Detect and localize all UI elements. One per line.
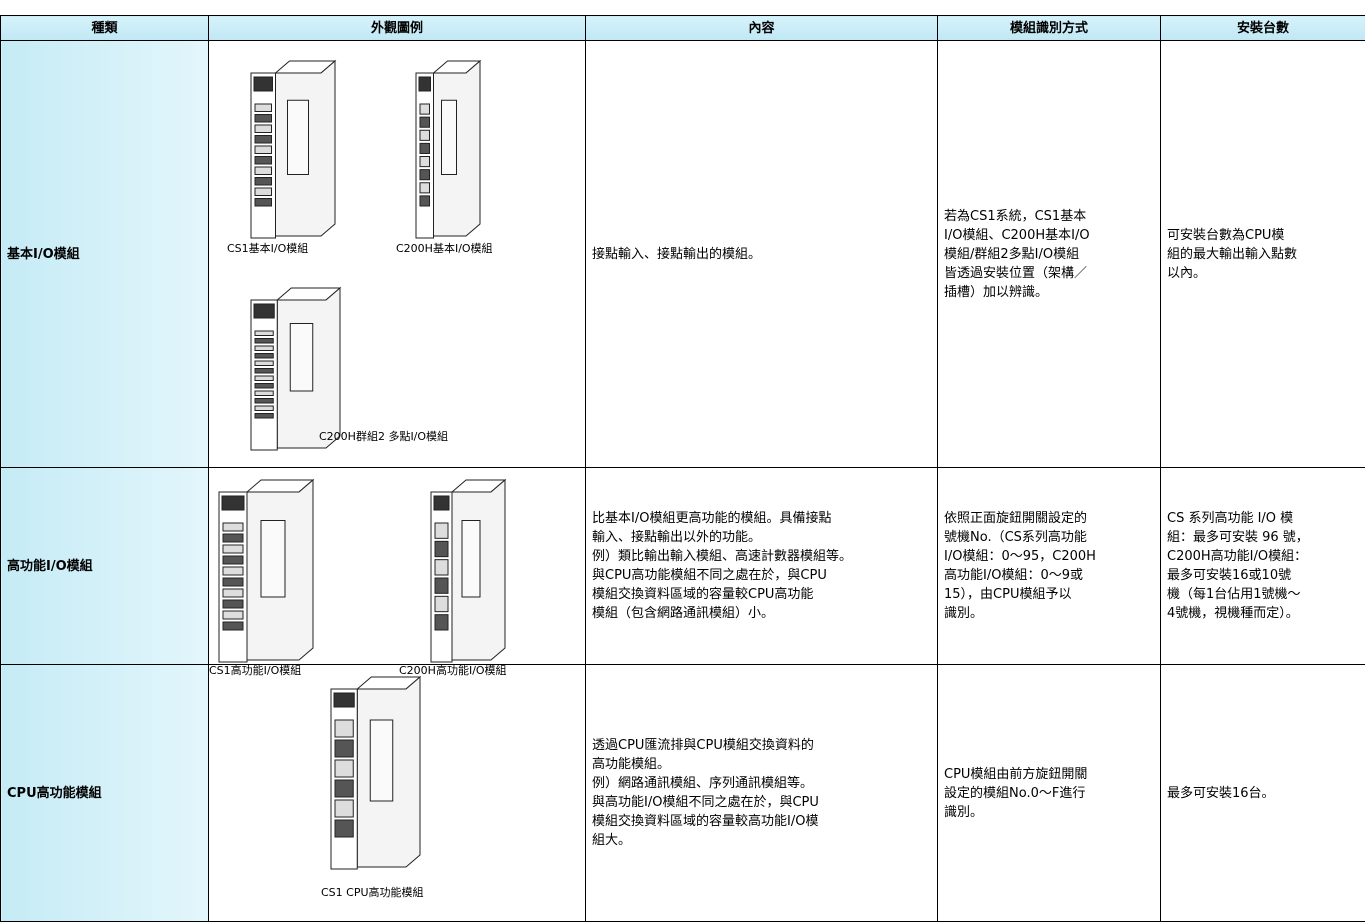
header-cell: 安裝台數	[1161, 16, 1365, 41]
header-cell: 內容	[586, 16, 938, 41]
text-line: 依照正面旋鈕開關設定的	[944, 509, 1154, 528]
count-cell: 最多可安裝16台。	[1161, 665, 1365, 922]
text-line: 例）類比輸出輸入模組、高速計數器模組等。	[592, 547, 931, 566]
category-cell: 高功能I/O模組	[1, 468, 209, 665]
text-line: 識別。	[944, 803, 1154, 822]
text-line: 輸入、接點輸出以外的功能。	[592, 528, 931, 547]
content-cell: 接點輸入、接點輸出的模組。	[586, 41, 938, 468]
content-cell: 比基本I/O模組更高功能的模組。具備接點輸入、接點輸出以外的功能。例）類比輸出輸…	[586, 468, 938, 665]
count-cell: 可安裝台數為CPU模組的最大輸出輸入點數以內。	[1161, 41, 1365, 468]
table-row: 基本I/O模組 CS1基本I/O模組 C200H基本I/O模組 C200H群組2 多點…	[1, 41, 1365, 468]
module-table-wrap: 種類外觀圖例內容模組識別方式安裝台數 基本I/O模組 CS1基本I/O模組 C200…	[0, 15, 1365, 921]
text-line: 可安裝台數為CPU模	[1167, 226, 1359, 245]
text-line: 組：最多可安裝 96 號，	[1167, 528, 1359, 547]
text-line: 與高功能I/O模組不同之處在於，與CPU	[592, 793, 931, 812]
text-line: 高功能模組。	[592, 755, 931, 774]
text-line: 模組交換資料區域的容量較CPU高功能	[592, 585, 931, 604]
content-cell: 透過CPU匯流排與CPU模組交換資料的高功能模組。例）網路通訊模組、序列通訊模組…	[586, 665, 938, 922]
figure-caption: C200H群組2 多點I/O模組	[319, 427, 448, 446]
text-line: 機（每1台佔用1號機～	[1167, 585, 1359, 604]
text-line: 接點輸入、接點輸出的模組。	[592, 245, 931, 264]
table-body: 基本I/O模組 CS1基本I/O模組 C200H基本I/O模組 C200H群組2 多點…	[1, 41, 1365, 922]
text-line: CS 系列高功能 I/O 模	[1167, 509, 1359, 528]
text-line: CPU模組由前方旋鈕開關	[944, 765, 1154, 784]
text-line: 組的最大輸出輸入點數	[1167, 245, 1359, 264]
text-line: 模組/群組2多點I/O模組	[944, 245, 1154, 264]
text-line: 以內。	[1167, 264, 1359, 283]
text-line: 例）網路通訊模組、序列通訊模組等。	[592, 774, 931, 793]
figure	[429, 478, 509, 674]
count-cell: CS 系列高功能 I/O 模組：最多可安裝 96 號，C200H高功能I/O模組…	[1161, 468, 1365, 665]
module-table: 種類外觀圖例內容模組識別方式安裝台數 基本I/O模組 CS1基本I/O模組 C200…	[0, 15, 1365, 922]
category-cell: CPU高功能模組	[1, 665, 209, 922]
text-line: 最多可安裝16或10號	[1167, 566, 1359, 585]
figure	[414, 59, 484, 250]
figure-caption: C200H基本I/O模組	[396, 239, 493, 258]
module-illustration	[217, 478, 317, 668]
figure-caption: CS1基本I/O模組	[227, 239, 308, 258]
header-cell: 種類	[1, 16, 209, 41]
text-line: 插槽）加以辨識。	[944, 283, 1154, 302]
text-line: 皆透過安裝位置（架構／	[944, 264, 1154, 283]
text-line: 比基本I/O模組更高功能的模組。具備接點	[592, 509, 931, 528]
text-line: I/O模組：0～95，C200H	[944, 547, 1154, 566]
text-line: 設定的模組No.0～F進行	[944, 784, 1154, 803]
text-line: 4號機，視機種而定）。	[1167, 604, 1359, 623]
module-illustration	[329, 675, 424, 875]
text-line: 模組（包含網路通訊模組）小。	[592, 604, 931, 623]
text-line: 號機No.（CS系列高功能	[944, 528, 1154, 547]
module-illustration	[249, 59, 339, 244]
category-cell: 基本I/O模組	[1, 41, 209, 468]
text-line: 透過CPU匯流排與CPU模組交換資料的	[592, 736, 931, 755]
text-line: I/O模組、C200H基本I/O	[944, 226, 1154, 245]
header-cell: 模組識別方式	[938, 16, 1161, 41]
figure-caption: CS1 CPU高功能模組	[321, 883, 424, 902]
text-line: C200H高功能I/O模組：	[1167, 547, 1359, 566]
module-illustration	[414, 59, 484, 244]
figure-cell: CS1 CPU高功能模組	[209, 665, 586, 922]
header-row: 種類外觀圖例內容模組識別方式安裝台數	[1, 16, 1365, 41]
text-line: 最多可安裝16台。	[1167, 784, 1359, 803]
text-line: 若為CS1系統，CS1基本	[944, 207, 1154, 226]
text-line: 模組交換資料區域的容量較高功能I/O模	[592, 812, 931, 831]
figure-cell: CS1基本I/O模組 C200H基本I/O模組 C200H群組2 多點I/O模組	[209, 41, 586, 468]
figure	[249, 59, 339, 250]
table-row: CPU高功能模組 CS1 CPU高功能模組 透過CPU匯流排與CPU模組交換資料的高…	[1, 665, 1365, 922]
text-line: 15），由CPU模組予以	[944, 585, 1154, 604]
text-line: 與CPU高功能模組不同之處在於，與CPU	[592, 566, 931, 585]
figure	[329, 675, 424, 881]
identification-cell: CPU模組由前方旋鈕開關設定的模組No.0～F進行識別。	[938, 665, 1161, 922]
header-cell: 外觀圖例	[209, 16, 586, 41]
figure	[217, 478, 317, 674]
text-line: 組大。	[592, 831, 931, 850]
module-illustration	[429, 478, 509, 668]
text-line: 識別。	[944, 604, 1154, 623]
text-line: 高功能I/O模組：0～9或	[944, 566, 1154, 585]
